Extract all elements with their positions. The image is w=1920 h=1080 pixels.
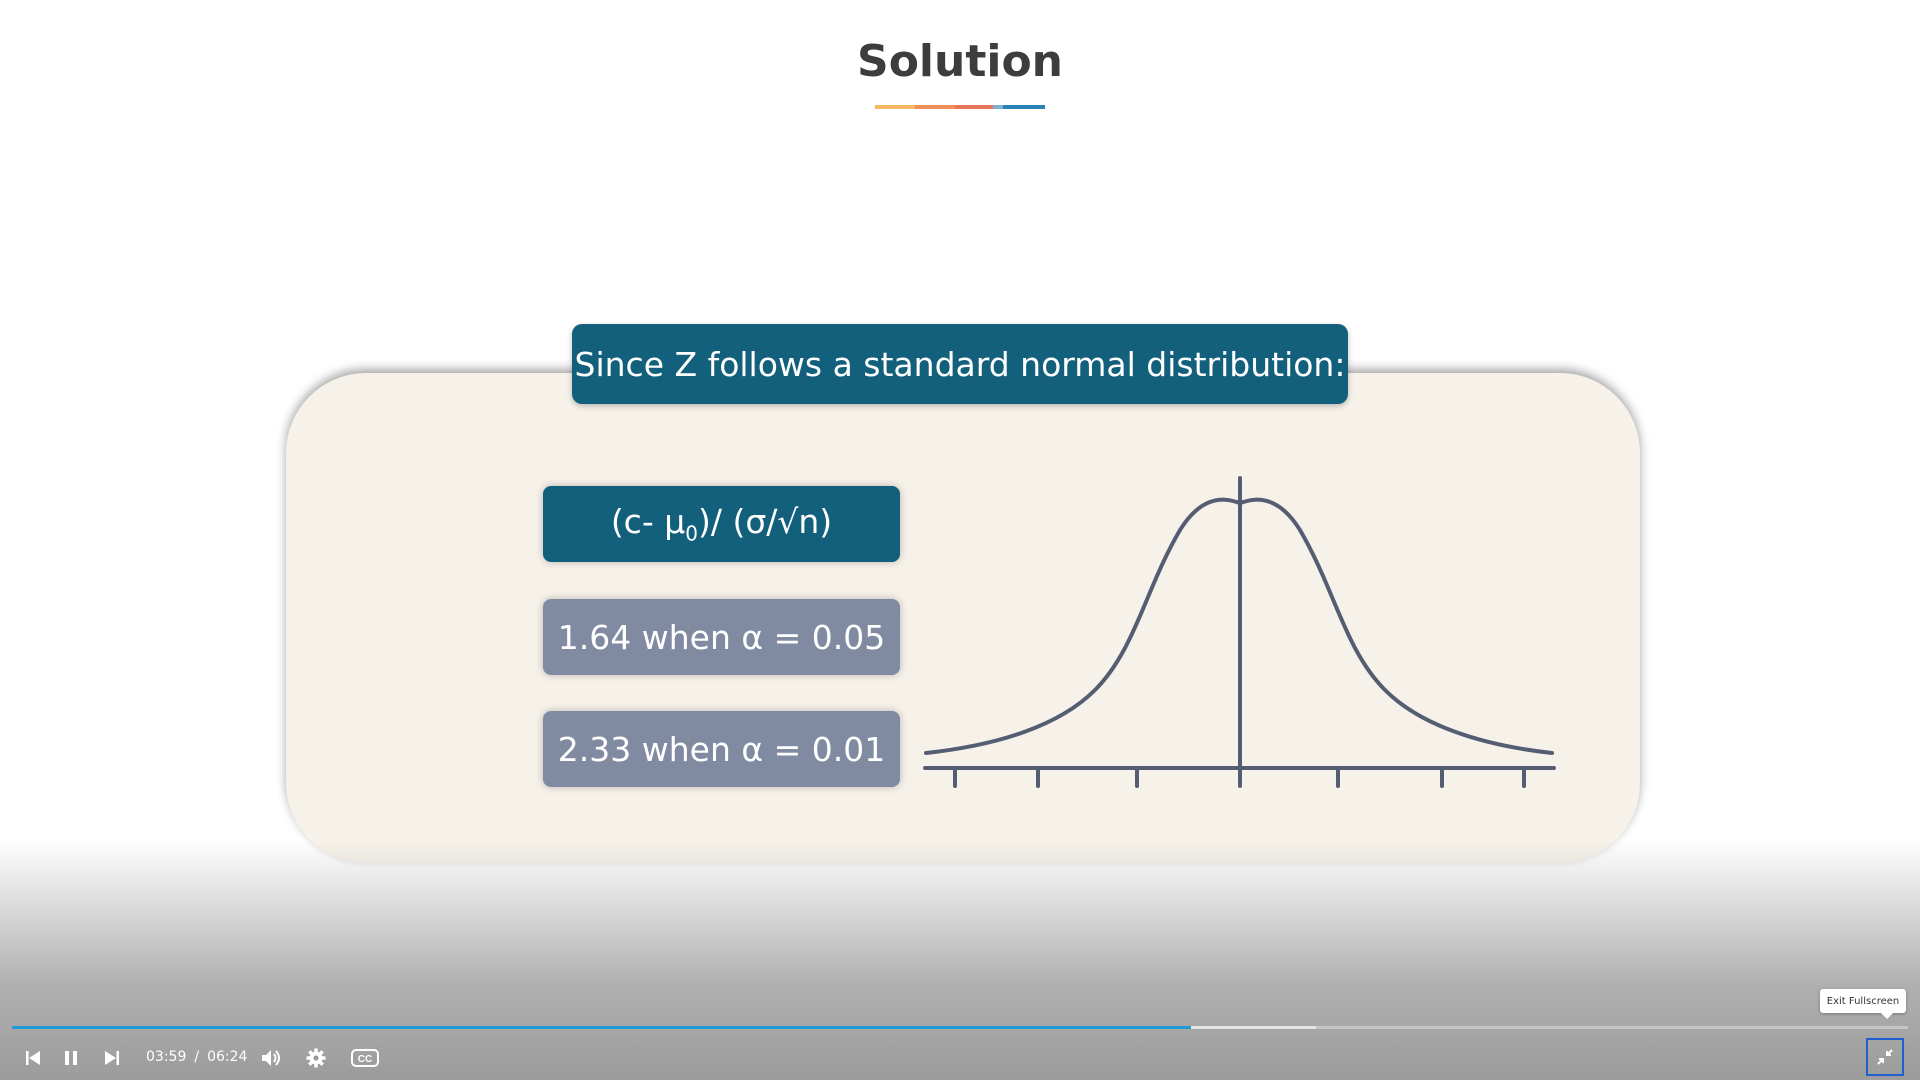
exit-fullscreen-button[interactable] — [1866, 1038, 1904, 1076]
time-display: 03:59 / 06:24 — [146, 1049, 247, 1065]
time-separator: / — [194, 1049, 200, 1065]
previous-button[interactable] — [20, 1044, 46, 1072]
exit-fullscreen-tooltip: Exit Fullscreen — [1820, 989, 1906, 1019]
next-button[interactable] — [99, 1044, 125, 1072]
pause-button[interactable] — [58, 1044, 84, 1072]
volume-button[interactable] — [258, 1044, 286, 1072]
played-bar — [12, 1026, 1192, 1029]
svg-text:CC: CC — [358, 1054, 372, 1065]
volume-icon — [262, 1050, 280, 1066]
captions-button[interactable]: CC — [350, 1044, 380, 1072]
controls-gradient — [0, 840, 1920, 1080]
slide-title: Solution — [857, 36, 1063, 87]
current-time: 03:59 — [146, 1049, 187, 1065]
panel-header: Since Z follows a standard normal distri… — [572, 324, 1348, 404]
pause-icon — [65, 1051, 77, 1065]
cc-icon: CC — [351, 1049, 379, 1067]
critical-value-005: 1.64 when α = 0.05 — [543, 599, 900, 675]
formula-text: (c- μ0)/ (σ/√n) — [610, 502, 833, 546]
previous-icon — [26, 1051, 40, 1065]
settings-icon — [306, 1048, 326, 1068]
seek-bar[interactable] — [12, 1026, 1908, 1029]
next-icon — [105, 1051, 119, 1065]
exit-fullscreen-icon — [1877, 1049, 1893, 1065]
duration: 06:24 — [207, 1049, 248, 1065]
settings-button[interactable] — [302, 1044, 330, 1072]
normal-distribution-curve — [923, 476, 1556, 788]
content-panel — [286, 373, 1640, 863]
title-underline — [875, 105, 1045, 109]
formula-box: (c- μ0)/ (σ/√n) — [543, 486, 900, 562]
critical-value-001: 2.33 when α = 0.01 — [543, 711, 900, 787]
panel-header-text: Since Z follows a standard normal distri… — [574, 344, 1346, 384]
